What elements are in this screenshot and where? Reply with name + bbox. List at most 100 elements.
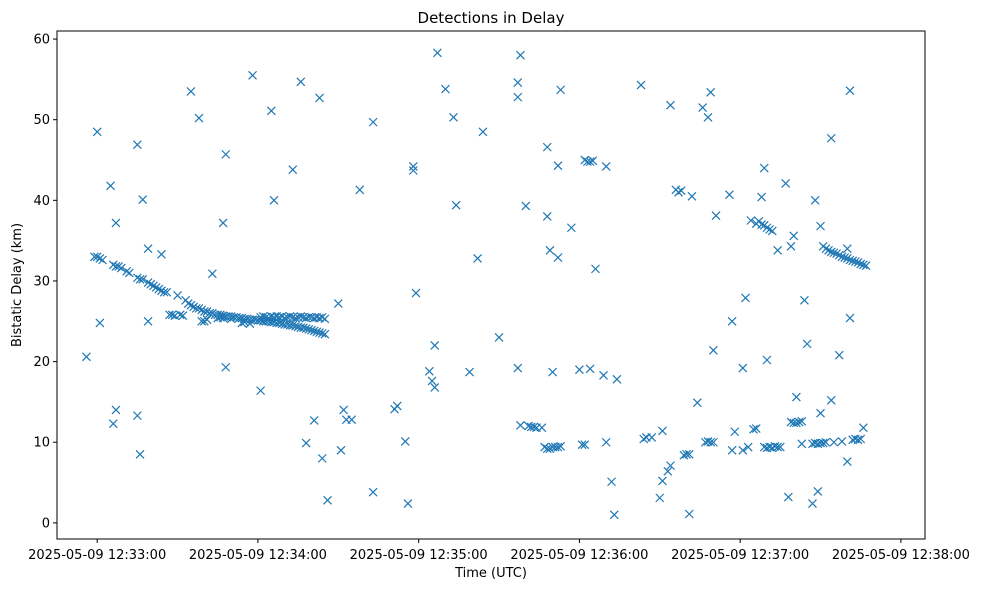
data-point: [207, 269, 217, 279]
data-point: [775, 442, 785, 452]
data-point: [612, 374, 622, 384]
data-point: [738, 445, 748, 455]
data-point: [808, 499, 817, 508]
data-point: [845, 255, 855, 265]
data-point: [199, 316, 209, 326]
data-point: [291, 321, 300, 331]
data-point: [556, 85, 566, 95]
data-point: [92, 127, 102, 137]
data-point: [138, 274, 148, 284]
data-point: [658, 426, 667, 436]
data-point: [175, 310, 185, 320]
data-point: [765, 224, 775, 234]
data-point: [186, 300, 196, 310]
data-point: [108, 260, 118, 270]
data-point: [296, 312, 306, 321]
data-point: [315, 93, 324, 103]
data-point: [537, 423, 547, 433]
data-point: [285, 312, 295, 321]
data-point: [202, 307, 212, 317]
data-point: [449, 112, 458, 122]
data-point: [296, 77, 306, 87]
data-point: [580, 155, 590, 165]
data-point: [320, 314, 330, 324]
data-point: [269, 195, 279, 205]
x-tick-label: 2025-05-09 12:37:00: [671, 548, 809, 563]
data-points: [82, 48, 871, 520]
data-point: [132, 140, 142, 150]
data-point: [848, 256, 858, 266]
data-point: [553, 253, 563, 263]
data-point: [320, 329, 330, 339]
x-tick-label: 2025-05-09 12:33:00: [28, 548, 166, 563]
data-point: [832, 249, 842, 258]
data-point: [135, 274, 145, 284]
data-point: [333, 299, 343, 308]
data-point: [853, 435, 863, 445]
data-point: [797, 416, 807, 426]
data-point: [143, 278, 153, 288]
data-point: [566, 223, 576, 233]
data-point: [842, 244, 852, 254]
data-point: [309, 416, 319, 425]
x-tick-label: 2025-05-09 12:38:00: [832, 548, 970, 563]
data-point: [553, 442, 563, 452]
data-point: [256, 386, 266, 396]
data-point: [826, 247, 836, 257]
data-point: [706, 87, 716, 97]
data-point: [826, 133, 836, 143]
data-point: [430, 382, 440, 392]
data-point: [280, 313, 290, 323]
y-tick-label: 40: [33, 194, 50, 209]
data-point: [189, 302, 199, 312]
data-point: [132, 411, 142, 421]
data-point: [473, 253, 483, 263]
data-point: [599, 370, 608, 380]
y-tick-label: 10: [33, 436, 50, 451]
data-point: [810, 195, 820, 205]
data-point: [90, 252, 99, 262]
data-point: [339, 405, 349, 415]
data-point: [540, 442, 550, 452]
x-axis-title: Time (UTC): [454, 566, 527, 581]
data-point: [178, 311, 188, 321]
data-point: [813, 487, 823, 496]
data-point: [301, 438, 311, 448]
data-point: [639, 434, 649, 444]
data-point: [226, 314, 236, 324]
data-point: [676, 186, 686, 196]
data-point: [797, 439, 807, 449]
data-point: [400, 437, 410, 446]
data-point: [173, 291, 182, 300]
data-point: [821, 244, 831, 254]
data-point: [478, 127, 488, 137]
data-point: [245, 319, 255, 329]
x-tick-label: 2025-05-09 12:35:00: [350, 548, 488, 563]
data-point: [513, 363, 523, 373]
data-point: [291, 313, 300, 323]
data-point: [194, 113, 204, 123]
y-tick-label: 20: [33, 355, 50, 370]
data-point: [355, 185, 365, 195]
data-point: [197, 305, 207, 315]
data-point: [743, 442, 753, 452]
data-point: [837, 252, 847, 262]
data-point: [757, 220, 767, 229]
data-point: [157, 286, 166, 296]
data-point: [749, 424, 758, 434]
data-point: [821, 437, 831, 447]
data-point: [834, 350, 844, 360]
x-tick-label: 2025-05-09 12:36:00: [510, 548, 648, 563]
data-point: [741, 293, 750, 303]
data-point: [786, 241, 796, 251]
data-point: [194, 303, 204, 313]
data-point: [288, 165, 298, 175]
data-point: [215, 312, 225, 322]
data-point: [154, 284, 164, 294]
data-point: [218, 313, 228, 323]
data-point: [684, 449, 694, 459]
data-point: [202, 315, 212, 325]
data-point: [183, 299, 193, 308]
data-point: [288, 320, 298, 330]
